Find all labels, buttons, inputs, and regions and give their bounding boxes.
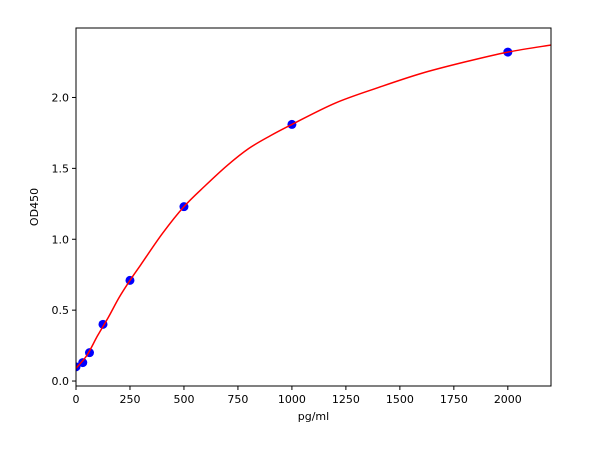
data-point xyxy=(78,358,88,368)
y-tick-label: 1.0 xyxy=(52,233,70,246)
x-tick-label: 1750 xyxy=(440,393,468,406)
x-tick-label: 2000 xyxy=(494,393,522,406)
x-tick-label: 750 xyxy=(227,393,248,406)
x-axis-ticks: 0 250 500 750 1000 1250 1500 1750 2000 xyxy=(73,386,522,406)
y-tick-label: 0.5 xyxy=(52,304,70,317)
y-axis-label: OD450 xyxy=(28,188,41,226)
axes-frame xyxy=(75,27,552,387)
x-tick-label: 0 xyxy=(73,393,80,406)
fitted-curve xyxy=(76,44,551,369)
y-tick-label: 0.0 xyxy=(52,375,70,388)
y-tick-label: 2.0 xyxy=(52,91,70,104)
x-tick-label: 250 xyxy=(119,393,140,406)
y-axis-ticks: 0.0 0.5 1.0 1.5 2.0 xyxy=(52,91,76,388)
plot-area xyxy=(76,44,551,372)
x-tick-label: 1500 xyxy=(386,393,414,406)
x-tick-label: 1250 xyxy=(332,393,360,406)
x-tick-label: 500 xyxy=(173,393,194,406)
y-tick-label: 1.5 xyxy=(52,162,70,175)
x-tick-label: 1000 xyxy=(278,393,306,406)
x-axis-label: pg/ml xyxy=(298,410,329,423)
